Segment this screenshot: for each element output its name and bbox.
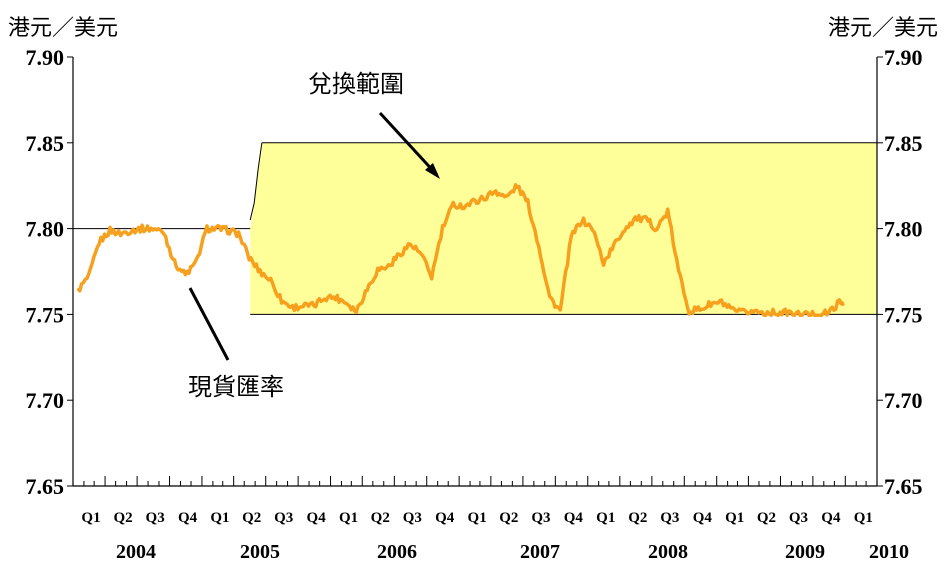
year-tick-labels: 2004 2005 2006 2007 2008 2009 2010 — [116, 541, 909, 563]
quarter-label: Q1 — [725, 510, 744, 526]
quarter-label: Q4 — [693, 510, 713, 526]
quarter-label: Q3 — [660, 510, 679, 526]
year-label: 2007 — [520, 541, 560, 563]
quarter-label: Q4 — [564, 510, 584, 526]
plot-axes — [67, 56, 883, 487]
quarter-label: Q2 — [757, 510, 776, 526]
quarter-label: Q1 — [81, 510, 100, 526]
year-label: 2004 — [116, 541, 156, 563]
spot-rate-line — [76, 183, 845, 318]
quarter-label: Q4 — [821, 510, 841, 526]
quarter-label: Q4 — [178, 510, 198, 526]
y-tick-label-right: 7.90 — [884, 45, 923, 70]
convertibility-band-transition — [250, 142, 262, 315]
y-tick-label-left: 7.85 — [26, 131, 65, 156]
y-tick-label-right: 7.75 — [884, 302, 923, 327]
quarter-label: Q2 — [242, 510, 261, 526]
quarter-label: Q2 — [113, 510, 132, 526]
quarter-label: Q3 — [403, 510, 422, 526]
band-label-arrow — [378, 111, 439, 177]
y-tick-label-right: 7.70 — [884, 388, 923, 413]
quarter-label: Q1 — [596, 510, 615, 526]
band-label: 兌換範圍 — [308, 70, 404, 98]
year-label: 2006 — [377, 541, 417, 563]
quarter-label: Q3 — [146, 510, 165, 526]
y-tick-label-left: 7.90 — [26, 45, 65, 70]
band-transition-edge — [249, 142, 263, 221]
y-tick-label-right: 7.80 — [884, 217, 923, 242]
y-tick-label-left: 7.70 — [26, 388, 65, 413]
quarter-label: Q2 — [628, 510, 647, 526]
year-label: 2005 — [240, 541, 280, 563]
y-tick-label-left: 7.75 — [26, 302, 65, 327]
band-arrow-head — [425, 163, 440, 179]
left-units-label: 港元／美元 — [8, 16, 118, 41]
y-tick-label-left: 7.80 — [26, 217, 65, 242]
quarter-tick-labels: Q1 Q2 Q3 Q4 Q1 Q2 Q3 Q4 Q1 Q2 Q3 Q4 Q1 Q2 Q3 Q4 Q1 Q2 Q3 Q4… — [81, 510, 872, 526]
spot-label-pointer — [188, 287, 230, 361]
quarter-label: Q1 — [854, 510, 873, 526]
year-label: 2008 — [648, 541, 688, 563]
quarter-label: Q3 — [274, 510, 293, 526]
y-tick-label-right: 7.85 — [884, 131, 923, 156]
year-label: 2009 — [785, 541, 825, 563]
spot-label: 現貨匯率 — [188, 373, 284, 401]
quarter-label: Q3 — [531, 510, 550, 526]
year-label: 2010 — [869, 541, 909, 563]
y-tick-label-left: 7.65 — [26, 474, 65, 499]
quarter-label: Q2 — [499, 510, 518, 526]
quarter-label: Q1 — [210, 510, 229, 526]
left-y-tick-labels: 7.65 7.70 7.75 7.80 7.85 7.90 — [26, 45, 65, 499]
quarter-label: Q4 — [435, 510, 455, 526]
quarter-label: Q3 — [789, 510, 808, 526]
right-y-tick-labels: 7.65 7.70 7.75 7.80 7.85 7.90 — [884, 45, 923, 499]
convertibility-band — [261, 142, 878, 315]
quarter-label: Q4 — [307, 510, 327, 526]
quarter-label: Q1 — [468, 510, 487, 526]
right-units-label: 港元／美元 — [828, 16, 938, 41]
quarter-label: Q2 — [371, 510, 390, 526]
quarter-label: Q1 — [339, 510, 358, 526]
y-tick-label-right: 7.65 — [884, 474, 923, 499]
